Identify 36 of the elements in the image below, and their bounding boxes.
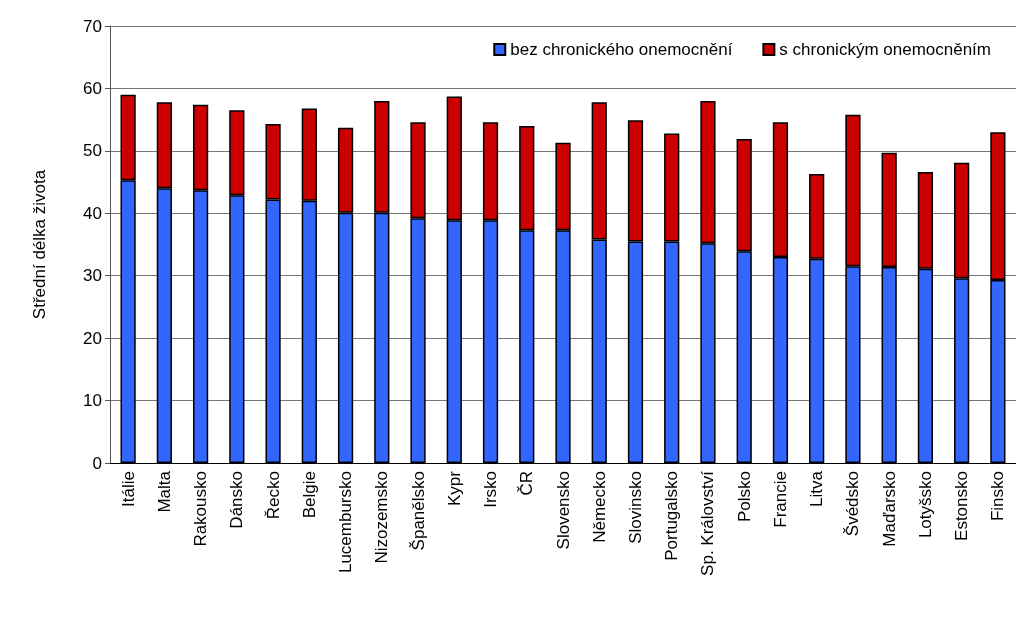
x-tick-label: Slovinsko — [625, 471, 645, 544]
y-tick-label: 30 — [83, 266, 102, 286]
x-tick-label: Litva — [807, 470, 827, 507]
x-tick-label: Polsko — [734, 471, 754, 523]
y-tick-label: 40 — [83, 203, 102, 223]
x-tick-label: Lotyšsko — [915, 471, 935, 539]
x-tick-label: Belgie — [299, 471, 319, 519]
y-tick-label: 10 — [83, 391, 102, 411]
y-tick-label: 20 — [83, 328, 102, 348]
x-tick-label: Slovensko — [553, 471, 573, 550]
y-axis-title: Střední délka života — [30, 169, 49, 320]
x-tick-label: ČR — [517, 471, 537, 496]
x-tick-label: Švédsko — [843, 471, 863, 537]
x-tick-label: Španělsko — [408, 471, 428, 551]
x-tick-label: Malta — [154, 470, 174, 513]
x-tick-label: Německo — [589, 471, 609, 543]
x-tick-label: Lucembursko — [336, 471, 356, 574]
x-tick-label: Řecko — [263, 471, 283, 520]
x-tick-label: Maďarsko — [879, 471, 899, 547]
y-tick-label: 0 — [92, 453, 102, 473]
x-tick-label: Dánsko — [227, 471, 247, 529]
x-tick-label: Estonsko — [952, 471, 972, 541]
x-tick-label: Francie — [770, 471, 790, 528]
y-tick-label: 60 — [83, 78, 102, 98]
x-tick-label: Sp. Království — [698, 470, 718, 576]
x-tick-label: Nizozemsko — [372, 471, 392, 564]
legend-label: s chronickým onemocněním — [779, 40, 991, 59]
x-tick-label: Itálie — [118, 471, 138, 507]
y-tick-label: 70 — [83, 16, 102, 36]
legend-label: bez chronického onemocnění — [510, 40, 733, 59]
x-tick-label: Portugalsko — [662, 471, 682, 561]
y-tick-label: 50 — [83, 141, 102, 161]
x-tick-label: Irsko — [481, 471, 501, 508]
x-tick-label: Finsko — [988, 471, 1008, 522]
x-tick-label: Kypr — [444, 470, 464, 506]
x-tick-label: Rakousko — [191, 471, 211, 547]
